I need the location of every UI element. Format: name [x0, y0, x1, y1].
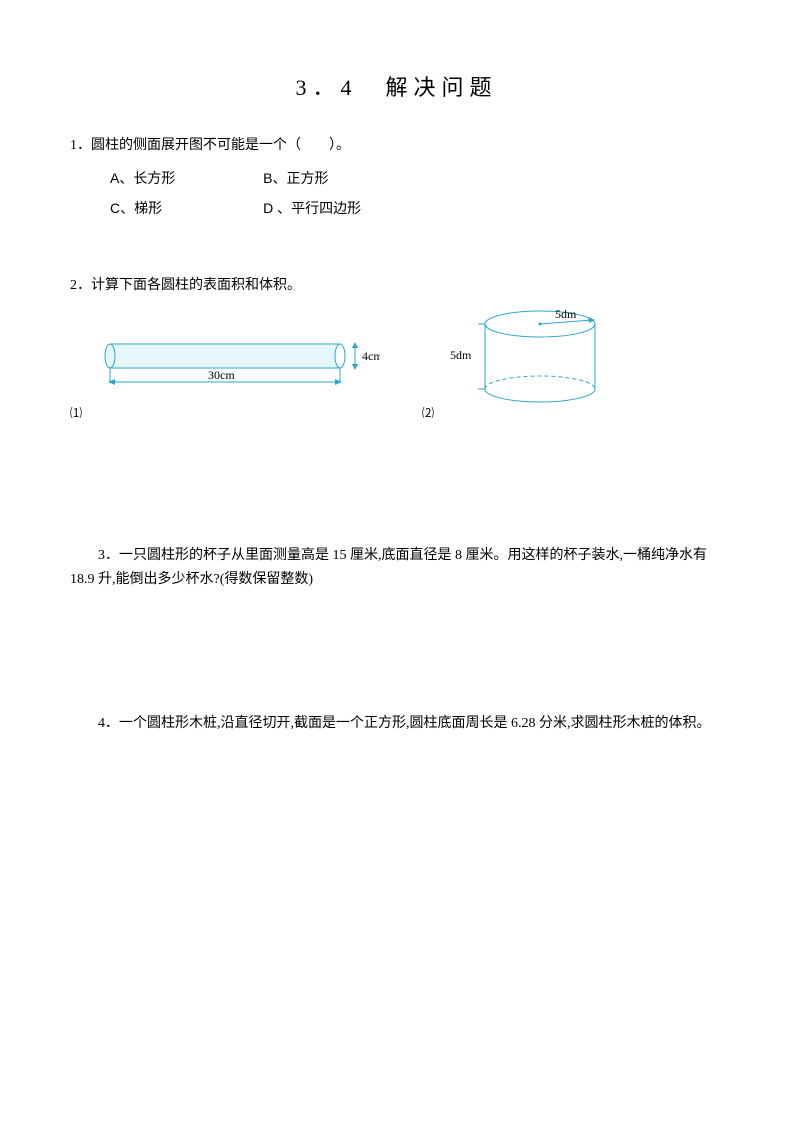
cylinder-vertical-icon: 5dm 5dm — [420, 304, 620, 414]
q1-opt-c-text: 梯形 — [134, 202, 162, 217]
fig1-diameter-label: 4cm — [362, 349, 380, 363]
fig2-number: ⑵ — [422, 404, 434, 421]
q1-opt-c: C、梯形 — [110, 194, 260, 224]
q2-fig1: 4cm 30cm — [80, 334, 380, 419]
q1-opt-a-text: 长方形 — [133, 172, 175, 187]
q1-opt-b-text: 正方形 — [287, 172, 329, 187]
q2-stem: 2．计算下面各圆柱的表面积和体积。 — [70, 274, 723, 294]
worksheet-page: 3．4 解决问题 1．圆柱的侧面展开图不可能是一个（ ）。 A、长方形 B、正方… — [0, 0, 793, 735]
q1-opts-row-2: C、梯形 D 、平行四边形 — [70, 194, 723, 224]
q1-opt-d-label: D 、 — [263, 200, 291, 216]
cylinder-horizontal-icon: 4cm 30cm — [80, 334, 380, 414]
q1-opt-a-label: A、 — [110, 170, 133, 186]
question-1: 1．圆柱的侧面展开图不可能是一个（ ）。 A、长方形 B、正方形 C、梯形 D … — [70, 132, 723, 224]
page-title: 3．4 解决问题 — [70, 70, 723, 102]
q1-opt-a: A、长方形 — [110, 164, 260, 194]
question-3: 3．一只圆柱形的杯子从里面测量高是 15 厘米,底面直径是 8 厘米。用这样的杯… — [70, 544, 723, 592]
q1-opt-c-label: C、 — [110, 200, 134, 216]
fig1-number: ⑴ — [70, 404, 82, 421]
q2-figures: 4cm 30cm ⑴ — [70, 304, 723, 424]
q1-opts-row-1: A、长方形 B、正方形 — [70, 164, 723, 194]
q1-opt-d: D 、平行四边形 — [263, 194, 361, 224]
q1-opt-b: B、正方形 — [263, 164, 328, 194]
fig2-height-label: 5dm — [450, 348, 472, 362]
q1-opt-d-text: 平行四边形 — [291, 202, 361, 217]
q1-opt-b-label: B、 — [263, 170, 286, 186]
q1-stem: 1．圆柱的侧面展开图不可能是一个（ ）。 — [70, 132, 723, 160]
fig2-radius-label: 5dm — [555, 307, 577, 321]
question-2: 2．计算下面各圆柱的表面积和体积。 — [70, 274, 723, 424]
question-4: 4．一个圆柱形木桩,沿直径切开,截面是一个正方形,圆柱底面周长是 6.28 分米… — [70, 712, 723, 736]
q2-fig2: 5dm 5dm — [420, 304, 620, 419]
fig1-length-label: 30cm — [208, 368, 235, 382]
